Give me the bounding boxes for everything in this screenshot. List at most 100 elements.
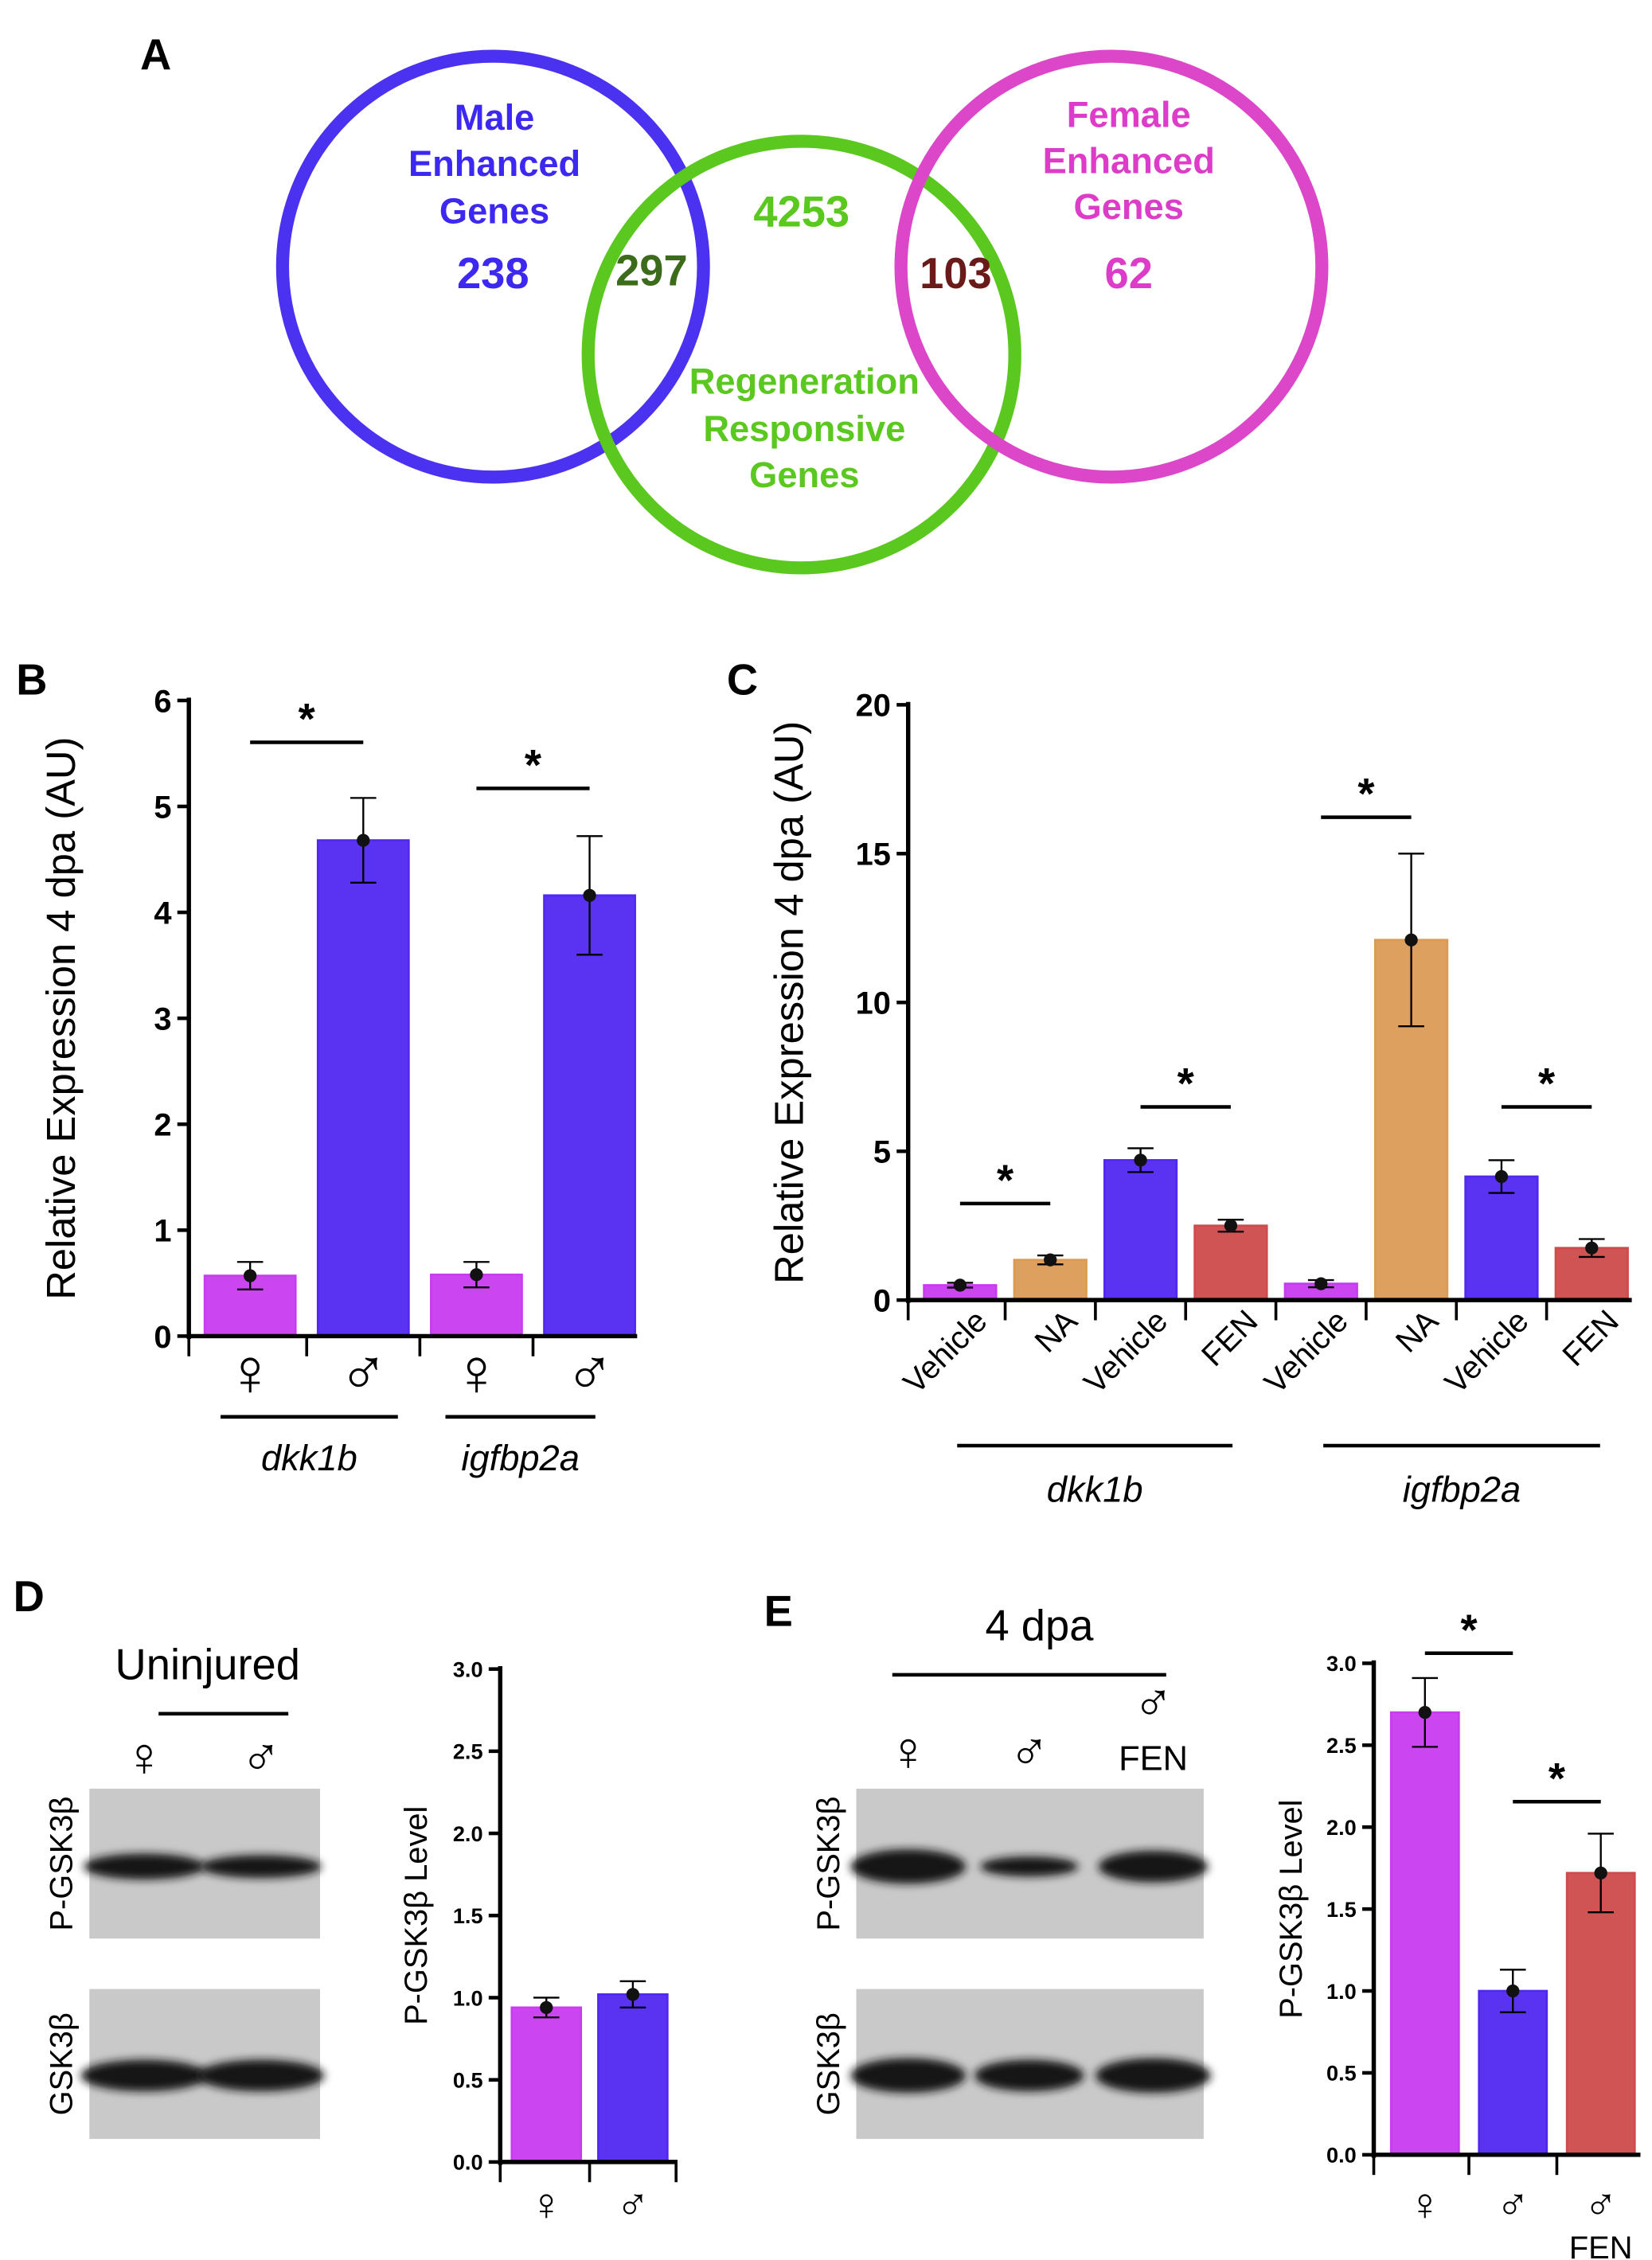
- blot-d: Uninjured ♀ ♂ P-GSK3β GSK3β: [45, 1640, 325, 2139]
- data-point: [540, 2000, 553, 2015]
- panel-label-b: B: [16, 656, 47, 705]
- male-count: 238: [457, 249, 529, 298]
- blot-e: 4 dpa ♀ ♂ ♂ FEN P-GSK3β GSK3β: [811, 1601, 1211, 2139]
- bar: [597, 1993, 669, 2164]
- venn-diagram: A Male Enhanced Genes 238 4253 297 103 F…: [140, 30, 1329, 575]
- lane-label: ♂: [240, 1727, 282, 1788]
- blot-band: [197, 2059, 325, 2092]
- blot-condition-label: Uninjured: [115, 1640, 300, 1688]
- blot-row-label: P-GSK3β: [811, 1797, 846, 1931]
- blot-row-label: GSK3β: [811, 2012, 846, 2115]
- significance-star: *: [299, 695, 316, 744]
- x-category-label: ♂: [564, 1335, 615, 1410]
- data-point: [1494, 1169, 1509, 1184]
- y-tick-label: 1.5: [1326, 1897, 1357, 1922]
- data-point: [1044, 1253, 1057, 1267]
- x-category-label: ♀: [225, 1335, 275, 1410]
- data-point: [1314, 1277, 1328, 1290]
- x-category-label: ♀: [1408, 2179, 1442, 2230]
- y-tick-label: 10: [856, 986, 891, 1021]
- blot-band: [980, 1856, 1079, 1877]
- x-category-label: Vehicle: [1077, 1303, 1174, 1400]
- blot-band: [1095, 2058, 1211, 2093]
- data-point: [470, 1268, 483, 1282]
- blot-band: [84, 1853, 205, 1880]
- y-tick-label: 6: [154, 684, 171, 719]
- male-label-3: Genes: [439, 191, 549, 232]
- blot-row-label: GSK3β: [45, 2012, 80, 2115]
- chart-d: 0.0 0.5 1.0 1.5 2.0 2.5 3.0 P-GSK3β Level ♀ ♂: [399, 1657, 678, 2230]
- blot-condition-label: 4 dpa: [986, 1601, 1095, 1649]
- group-label: dkk1b: [261, 1438, 357, 1478]
- x-category-label: ♂: [1496, 2179, 1530, 2230]
- group-label: dkk1b: [1047, 1470, 1143, 1510]
- lane-label: ♀: [888, 1720, 929, 1782]
- male-label-2: Enhanced: [408, 143, 580, 184]
- data-point: [1134, 1153, 1147, 1167]
- panel-label-c: C: [727, 656, 758, 705]
- significance-star: *: [1357, 770, 1375, 818]
- y-axis-label: P-GSK3β Level: [399, 1806, 434, 2025]
- y-tick-label: 0.5: [1326, 2061, 1357, 2086]
- female-label-3: Genes: [1074, 186, 1184, 227]
- x-category-label: Vehicle: [1258, 1303, 1355, 1400]
- x-category-label: ♂: [1584, 2179, 1618, 2230]
- blot-band: [974, 2059, 1084, 2092]
- y-tick-label: 3.0: [1326, 1651, 1357, 1676]
- significance-star: *: [1538, 1060, 1556, 1108]
- data-point: [1506, 1984, 1520, 1998]
- x-category-label: FEN: [1556, 1303, 1625, 1372]
- panel-label-e: E: [764, 1587, 793, 1635]
- y-tick-label: 5: [873, 1135, 891, 1170]
- significance-star: *: [997, 1156, 1014, 1204]
- female-circle: [894, 49, 1329, 484]
- blot-row-label: P-GSK3β: [45, 1797, 80, 1931]
- bar: [510, 2006, 583, 2164]
- y-tick-label: 4: [154, 896, 171, 931]
- y-tick-label: 2.0: [453, 1821, 483, 1846]
- x-category-label: NA: [1029, 1303, 1085, 1360]
- significance-star: *: [1177, 1060, 1195, 1108]
- y-tick-label: 2.5: [1326, 1733, 1357, 1758]
- lane-sublabel: FEN: [1119, 1739, 1188, 1778]
- data-point: [244, 1269, 257, 1282]
- x-category-label: FEN: [1195, 1303, 1264, 1372]
- data-point: [953, 1278, 967, 1292]
- bar: [1103, 1159, 1178, 1302]
- blot-band: [80, 2059, 208, 2092]
- regen-circle: [581, 135, 1021, 575]
- western-blots: Uninjured ♀ ♂ P-GSK3β GSK3β 4 dpa ♀ ♂ ♂ FEN P-GSK3…: [45, 1601, 1211, 2139]
- y-tick-label: 1.0: [453, 1985, 483, 2010]
- lane-label: ♂: [1009, 1720, 1050, 1782]
- data-point: [1594, 1866, 1607, 1879]
- x-category-label: ♀: [451, 1335, 502, 1410]
- significance-star: *: [525, 741, 542, 790]
- y-tick-label: 0: [873, 1283, 891, 1318]
- data-point: [626, 1988, 640, 2001]
- y-axis-label: Relative Expression 4 dpa (AU): [767, 721, 812, 1284]
- chart-e: 0.00.51.01.52.02.53.0P-GSK3β Level♀ ♂ ♂FEN…: [1274, 1606, 1641, 2260]
- y-tick-label: 2.5: [453, 1739, 483, 1764]
- bar: [543, 894, 636, 1337]
- y-tick-label: 20: [856, 689, 891, 724]
- male-label-1: Male: [455, 97, 535, 138]
- regen-count: 4253: [753, 187, 849, 236]
- significance-star: *: [1460, 1606, 1478, 1654]
- group-label: igfbp2a: [461, 1438, 579, 1478]
- data-point: [1418, 1706, 1431, 1719]
- lane-label: ♀: [123, 1727, 165, 1788]
- data-point: [1404, 933, 1418, 947]
- bar: [316, 839, 410, 1337]
- female-count: 62: [1105, 249, 1153, 298]
- x-category-label: ♀: [529, 2179, 564, 2230]
- y-tick-label: 3: [154, 1002, 171, 1037]
- regen-label-3: Genes: [749, 455, 859, 495]
- panel-label-d: D: [14, 1572, 45, 1621]
- data-point: [1224, 1219, 1238, 1232]
- blot-band: [850, 1848, 967, 1884]
- y-tick-label: 0.5: [453, 2067, 483, 2092]
- female-label-2: Enhanced: [1043, 140, 1215, 181]
- x-category-sublabel: FEN: [1569, 2231, 1633, 2260]
- male-circle: [275, 49, 710, 484]
- data-point: [357, 833, 370, 847]
